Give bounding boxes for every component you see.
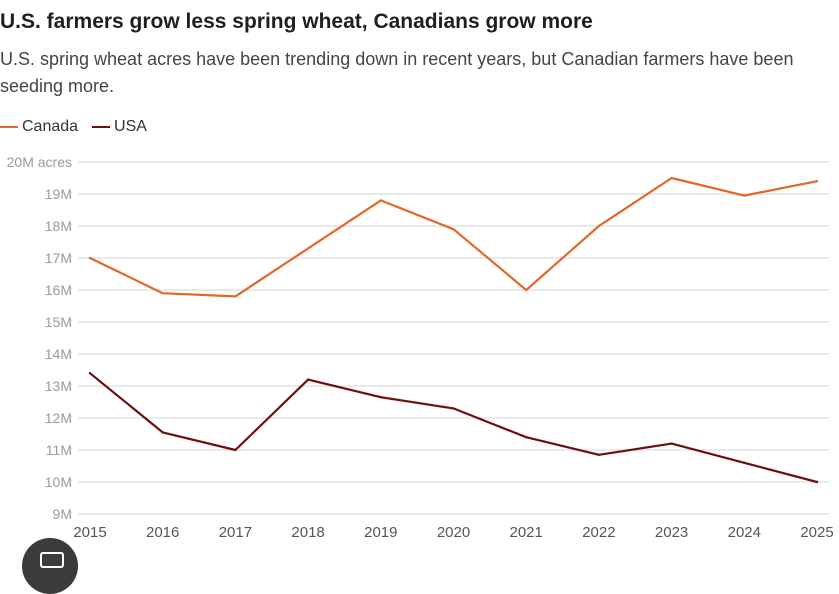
- y-tick-label: 9M: [53, 506, 72, 522]
- data-point-usa: [234, 448, 237, 452]
- y-tick-label: 14M: [45, 346, 72, 362]
- x-tick-label: 2025: [800, 524, 833, 541]
- data-point-canada: [743, 194, 746, 197]
- data-point-usa: [379, 396, 382, 399]
- series-line-canada: [88, 176, 819, 298]
- x-tick-label: 2021: [510, 524, 543, 541]
- x-tick-label: 2022: [582, 524, 615, 541]
- x-tick-label: 2019: [364, 524, 397, 541]
- y-tick-label: 17M: [45, 250, 72, 266]
- data-point-canada: [670, 176, 673, 180]
- data-point-usa: [161, 431, 164, 434]
- y-tick-label: 15M: [45, 314, 72, 330]
- data-point-canada: [525, 288, 528, 292]
- data-point-canada: [452, 228, 455, 231]
- x-tick-label: 2020: [437, 524, 470, 541]
- chart-title: U.S. farmers grow less spring wheat, Can…: [0, 10, 593, 33]
- legend-label-usa: USA: [114, 118, 147, 135]
- camera-icon: [40, 552, 64, 568]
- y-tick-label: 10M: [45, 474, 72, 490]
- series-line-usa: [88, 372, 819, 484]
- data-point-usa: [88, 372, 92, 375]
- y-tick-label: 20M acres: [7, 154, 72, 170]
- data-point-canada: [161, 292, 164, 295]
- data-point-canada: [234, 295, 237, 298]
- x-tick-label: 2016: [146, 524, 179, 541]
- line-chart: 9M 10M 11M 12M 13M 14M 15M 16M 17M 18M 19M 20M acre…: [7, 154, 834, 541]
- x-tick-label: 2023: [655, 524, 688, 541]
- y-tick-label: 12M: [45, 410, 72, 426]
- x-tick-label: 2015: [73, 524, 106, 541]
- legend-item-canada: Canada: [0, 118, 78, 136]
- y-tick-label: 16M: [45, 282, 72, 298]
- legend-item-usa: USA: [92, 118, 147, 136]
- data-point-canada: [815, 180, 819, 183]
- y-tick-label: 13M: [45, 378, 72, 394]
- data-point-usa: [815, 480, 819, 484]
- data-point-usa: [452, 407, 455, 410]
- chart-subtitle: U.S. spring wheat acres have been trendi…: [0, 49, 794, 96]
- legend-label-canada: Canada: [22, 118, 79, 135]
- data-point-usa: [743, 461, 746, 464]
- x-tick-label: 2017: [219, 524, 252, 541]
- data-point-canada: [597, 224, 601, 228]
- camera-button[interactable]: [22, 538, 78, 594]
- legend-swatch-usa: [92, 126, 111, 128]
- x-tick-label: 2024: [728, 524, 761, 541]
- y-tick-label: 19M: [45, 186, 72, 202]
- data-point-canada: [379, 199, 382, 202]
- data-point-usa: [306, 378, 310, 381]
- x-tick-label: 2018: [291, 524, 324, 541]
- legend: Canada USA: [0, 117, 161, 137]
- y-tick-label: 11M: [46, 442, 72, 458]
- data-point-usa: [670, 442, 673, 445]
- data-point-canada: [88, 256, 92, 260]
- data-point-usa: [597, 453, 601, 456]
- legend-swatch-canada: [0, 126, 18, 128]
- data-point-usa: [525, 436, 528, 439]
- data-point-canada: [306, 247, 310, 250]
- y-tick-label: 18M: [45, 218, 72, 234]
